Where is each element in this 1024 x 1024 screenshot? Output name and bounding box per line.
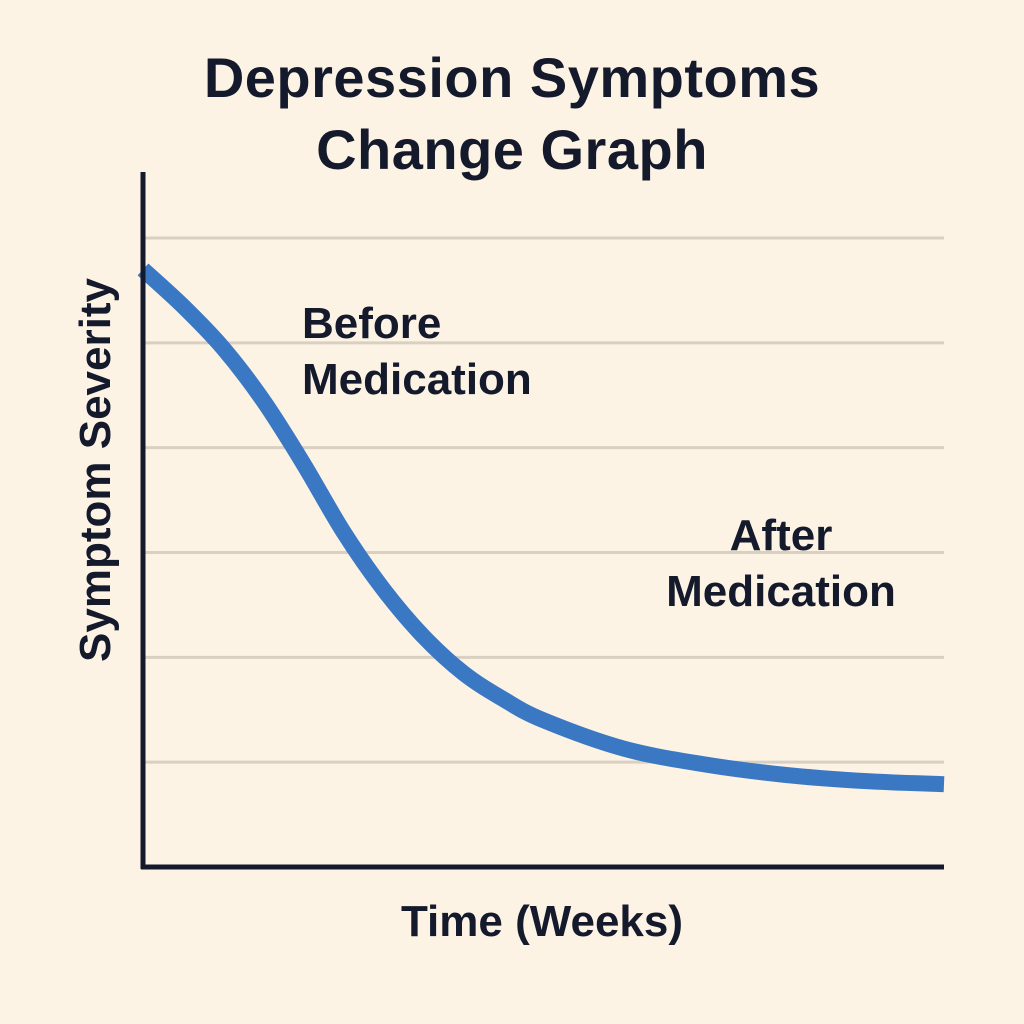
annotation-before-medication: Before Medication <box>302 296 532 408</box>
y-axis-label: Symptom Severity <box>71 278 120 662</box>
series-line-1 <box>137 263 945 793</box>
gridlines <box>143 236 944 764</box>
series-group <box>137 263 945 793</box>
x-axis-label: Time (Weeks) <box>400 897 684 946</box>
chart-title-line-1: Depression Symptoms <box>203 46 821 109</box>
annotation-before-line-2: Medication <box>302 355 532 404</box>
annotation-after-medication: After Medication <box>636 508 926 620</box>
chart-title-line-2: Change Graph <box>316 118 708 181</box>
axes <box>140 172 944 870</box>
annotation-before-line-1: Before <box>302 299 442 348</box>
annotation-after-line-1: After <box>729 511 833 560</box>
y-axis-label-wrap: Symptom Severity <box>66 170 126 865</box>
annotation-after-line-2: Medication <box>666 567 896 616</box>
